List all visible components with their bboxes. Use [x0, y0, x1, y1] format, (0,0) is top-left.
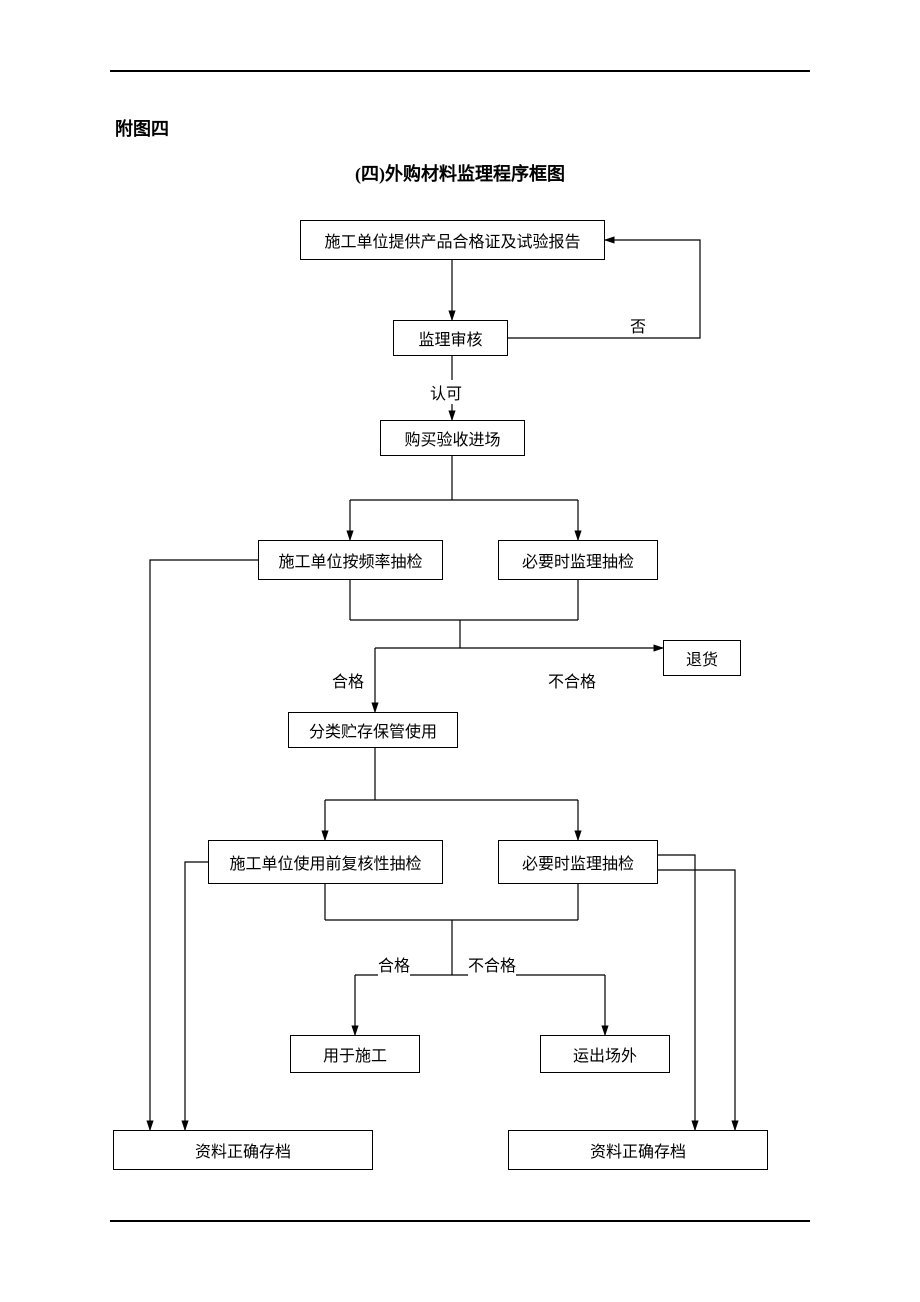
page-heading-prefix: 附图四	[115, 115, 169, 141]
node-supervise-sample: 必要时监理抽检	[498, 540, 658, 580]
header-rule	[110, 70, 810, 72]
node-purchase-accept: 购买验收进场	[380, 420, 525, 456]
footer-rule	[110, 1220, 810, 1222]
node-contractor-sample: 施工单位按频率抽检	[258, 540, 443, 580]
label-fail1: 不合格	[548, 668, 596, 692]
node-recheck-sample: 施工单位使用前复核性抽检	[208, 840, 443, 884]
node-archive-left: 资料正确存档	[113, 1130, 373, 1170]
node-store-use: 分类贮存保管使用	[288, 712, 458, 748]
label-approve: 认可	[430, 380, 462, 404]
node-archive-right: 资料正确存档	[508, 1130, 768, 1170]
page: 附图四 (四)外购材料监理程序框图	[0, 0, 920, 1302]
node-ship-out: 运出场外	[540, 1035, 670, 1073]
label-pass2: 合格	[378, 952, 410, 976]
label-pass1: 合格	[332, 668, 364, 692]
node-supervise-review: 监理审核	[393, 320, 508, 356]
label-fail2: 不合格	[468, 952, 516, 976]
node-supervise-sample2: 必要时监理抽检	[498, 840, 658, 884]
page-title: (四)外购材料监理程序框图	[0, 160, 920, 186]
node-use-construction: 用于施工	[290, 1035, 420, 1073]
label-no: 否	[630, 313, 646, 337]
flowchart-edges	[0, 0, 920, 1302]
node-provide-cert: 施工单位提供产品合格证及试验报告	[300, 220, 605, 260]
node-return-goods: 退货	[663, 640, 741, 676]
